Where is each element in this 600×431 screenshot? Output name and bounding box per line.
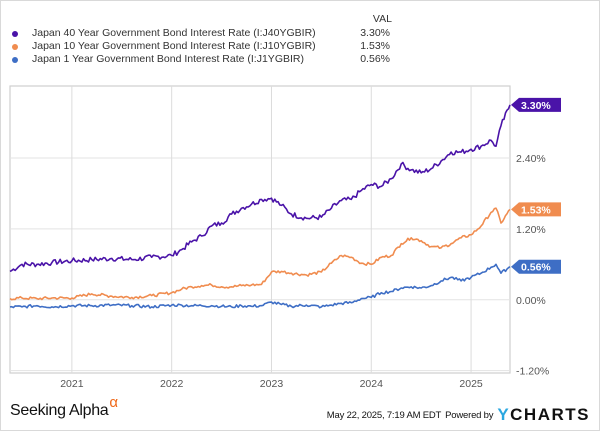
end-value-badges: 3.30% 1.53% 0.56%	[511, 97, 561, 274]
y-axis-ticks: 2.40% 1.20% 0.00% -1.20%	[516, 153, 549, 378]
x-tick-label: 2023	[260, 378, 284, 390]
end-badge-label: 1.53%	[521, 204, 551, 216]
end-badge-label: 3.30%	[521, 100, 551, 112]
seeking-alpha-logo: Seeking Alphaα	[10, 394, 118, 420]
end-badge-label: 0.56%	[521, 262, 551, 274]
ycharts-logo-y: Y	[497, 405, 511, 424]
x-axis-ticks: 2021 2022 2023 2024 2025	[60, 378, 483, 390]
legend-item-label: Japan 40 Year Government Bond Interest R…	[32, 27, 316, 39]
series-line-2	[9, 263, 511, 309]
series-dot-icon	[12, 44, 18, 50]
powered-by-label: Powered by	[445, 409, 494, 421]
x-tick-label: 2021	[60, 378, 84, 390]
legend-value-header: VAL	[372, 13, 392, 25]
series-lines	[9, 104, 511, 309]
legend-item-value: 1.53%	[360, 40, 390, 52]
ycharts-logo[interactable]: YCHARTS	[497, 405, 590, 425]
x-tick-label: 2025	[459, 378, 483, 390]
end-badge	[511, 97, 561, 112]
legend-item-1y[interactable]: Japan 1 Year Government Bond Interest Ra…	[12, 53, 392, 66]
footer-attribution: May 22, 2025, 7:19 AM EDT Powered by YCH…	[327, 405, 590, 425]
end-badge	[511, 202, 561, 217]
legend: VAL Japan 40 Year Government Bond Intere…	[12, 13, 392, 66]
x-tick-label: 2022	[160, 378, 184, 390]
legend-item-label: Japan 1 Year Government Bond Interest Ra…	[32, 53, 304, 65]
ycharts-logo-text: CHARTS	[510, 405, 590, 424]
y-tick-label: -1.20%	[516, 366, 549, 378]
end-badge	[511, 259, 561, 274]
grid	[9, 85, 511, 374]
y-tick-label: 1.20%	[516, 224, 546, 236]
series-line-0	[9, 104, 511, 273]
plot-border	[9, 85, 511, 374]
series-line-1	[9, 207, 511, 301]
legend-item-label: Japan 10 Year Government Bond Interest R…	[32, 40, 316, 52]
alpha-symbol-icon: α	[109, 394, 118, 411]
timestamp: May 22, 2025, 7:19 AM EDT	[326, 409, 442, 421]
legend-item-value: 0.56%	[360, 53, 390, 65]
legend-item-10y[interactable]: Japan 10 Year Government Bond Interest R…	[12, 40, 392, 53]
series-dot-icon	[12, 57, 18, 63]
y-tick-label: 2.40%	[516, 153, 546, 165]
series-dot-icon	[12, 31, 18, 37]
x-tick-label: 2024	[360, 378, 384, 390]
seeking-alpha-wordmark: Seeking Alpha	[10, 402, 109, 419]
y-tick-label: 0.00%	[516, 295, 546, 307]
legend-item-40y[interactable]: Japan 40 Year Government Bond Interest R…	[12, 27, 392, 40]
legend-item-value: 3.30%	[360, 27, 390, 39]
